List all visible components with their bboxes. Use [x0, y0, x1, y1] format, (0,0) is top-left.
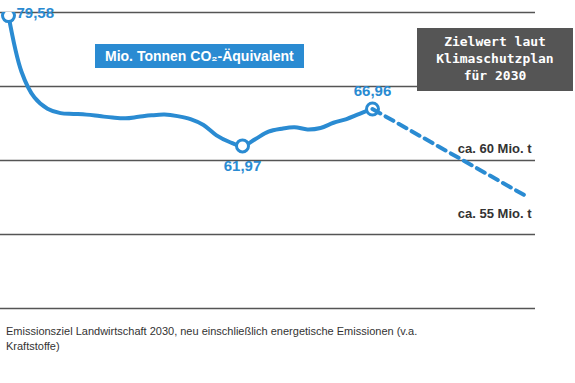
html-text:Mio. Tonnen CO₂-Äquivalent: Mio. Tonnen CO₂-Äquivalent [105, 48, 294, 64]
svg-text:ca. 55 Mio. t: ca. 55 Mio. t [458, 206, 532, 221]
svg-text:61,97: 61,97 [224, 157, 262, 174]
svg-text:66,96: 66,96 [354, 82, 392, 99]
svg-text:ca. 60 Mio. t: ca. 60 Mio. t [458, 141, 532, 156]
html-text:Zielwert laut Klimaschutzplan: Zielwert laut Klimaschutzplan für 2030 [436, 34, 554, 83]
svg-text:79,58: 79,58 [17, 4, 55, 21]
html-text:Emissionsziel Landwirtschaft 2: Emissionsziel Landwirtschaft 2030, neu e… [6, 325, 418, 352]
